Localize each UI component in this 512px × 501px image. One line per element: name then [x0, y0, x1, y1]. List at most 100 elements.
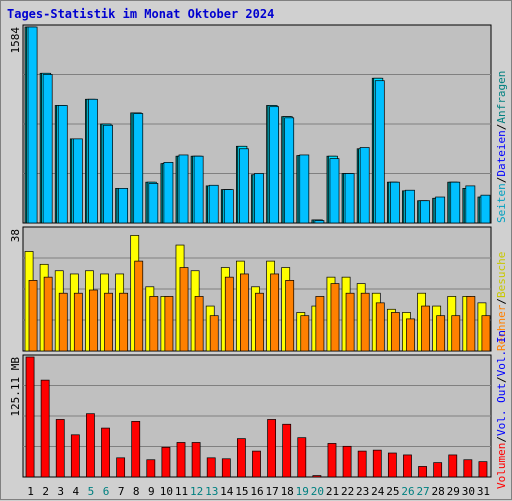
bar-rechner-day-7 [119, 292, 129, 352]
x-label-day-10: 10 [160, 485, 173, 498]
bar-volumen-day-12 [191, 442, 201, 478]
legend-top-seiten: Seiten [495, 183, 508, 223]
bar-seiten-day-24 [374, 80, 385, 224]
x-label-day-11: 11 [175, 485, 188, 498]
bar-rechner-day-30 [466, 296, 476, 352]
x-label-day-25: 25 [386, 485, 399, 498]
bar-rechner-day-15 [240, 273, 249, 352]
bar-rechner-day-1 [28, 280, 38, 352]
legend-mid: Rechner/Besuche [495, 252, 508, 351]
bar-seiten-day-11 [178, 154, 189, 224]
bar-seiten-day-15 [239, 148, 249, 224]
bar-rechner-day-18 [285, 280, 295, 352]
x-label-day-20: 20 [311, 485, 324, 498]
bar-volumen-day-25 [387, 452, 397, 478]
bar-rechner-day-27 [421, 305, 430, 352]
x-label-day-4: 4 [73, 485, 80, 498]
legend-top-anfragen: Anfragen [495, 71, 508, 124]
bar-rechner-day-23 [360, 292, 370, 352]
bar-volumen-day-22 [342, 445, 352, 478]
bar-volumen-day-20 [312, 475, 322, 478]
legend-mid-besuche: Besuche [495, 252, 508, 298]
chart-title: Tages-Statistik im Monat Oktober 2024 [7, 7, 275, 21]
bar-rechner-day-13 [209, 315, 219, 352]
bar-volumen-day-28 [433, 462, 443, 478]
bar-seiten-day-20 [314, 220, 325, 224]
bar-volumen-day-2 [40, 379, 50, 478]
bar-volumen-day-17 [267, 419, 276, 478]
x-label-day-22: 22 [341, 485, 354, 498]
bar-volumen-day-9 [146, 459, 156, 478]
x-label-day-19: 19 [296, 485, 309, 498]
bar-volumen-day-16 [252, 450, 261, 478]
bar-volumen-day-21 [327, 443, 337, 478]
bar-rechner-day-14 [224, 276, 234, 352]
bar-rechner-day-9 [149, 296, 159, 352]
x-label-day-12: 12 [190, 485, 203, 498]
legend-top-dateien: Dateien [495, 130, 508, 176]
bar-volumen-day-3 [55, 419, 65, 478]
bar-rechner-day-20 [315, 296, 325, 352]
bar-seiten-day-29 [450, 181, 461, 224]
bar-volumen-day-11 [176, 442, 186, 478]
bar-volumen-day-6 [101, 427, 110, 478]
bar-volumen-day-30 [463, 459, 473, 478]
bar-seiten-day-5 [88, 98, 98, 224]
bar-volumen-day-1 [25, 356, 35, 478]
x-label-day-21: 21 [326, 485, 339, 498]
bar-volumen-day-27 [418, 466, 427, 478]
bar-rechner-day-17 [270, 273, 279, 352]
bar-volumen-day-18 [282, 423, 292, 478]
x-label-day-29: 29 [447, 485, 460, 498]
legend-mid-rechner: Rechner [495, 304, 508, 351]
x-label-day-16: 16 [250, 485, 263, 498]
x-label-day-13: 13 [205, 485, 218, 498]
x-label-day-1: 1 [27, 485, 34, 498]
bar-volumen-day-15 [237, 438, 246, 478]
legend-top: Seiten/Dateien/Anfragen [495, 71, 508, 223]
bar-seiten-day-25 [389, 181, 400, 224]
bar-seiten-day-28 [435, 196, 446, 224]
legend-bot-volumen: Volumen [495, 443, 508, 489]
bar-seiten-day-2 [42, 74, 53, 224]
bar-seiten-day-8 [133, 113, 144, 224]
bar-seiten-day-1 [27, 26, 38, 224]
bar-rechner-day-2 [43, 276, 53, 352]
x-label-day-30: 30 [462, 485, 475, 498]
bar-rechner-day-6 [104, 292, 113, 352]
bar-volumen-day-10 [161, 446, 171, 478]
bar-seiten-day-7 [118, 188, 129, 224]
bar-rechner-day-28 [436, 315, 446, 352]
bar-seiten-day-21 [329, 158, 340, 224]
x-label-day-8: 8 [133, 485, 140, 498]
bar-seiten-day-27 [420, 200, 430, 224]
bar-seiten-day-6 [103, 124, 113, 224]
bar-volumen-day-14 [221, 458, 231, 478]
x-label-day-28: 28 [432, 485, 445, 498]
bar-rechner-day-26 [406, 318, 415, 352]
bar-rechner-day-3 [58, 292, 68, 352]
x-label-day-3: 3 [57, 485, 64, 498]
bar-rechner-day-5 [89, 289, 98, 352]
bar-rechner-day-12 [194, 296, 204, 352]
bar-volumen-day-5 [86, 413, 95, 478]
bar-volumen-day-13 [206, 457, 216, 478]
x-label-day-14: 14 [220, 485, 234, 498]
x-label-day-24: 24 [371, 485, 385, 498]
x-label-day-9: 9 [148, 485, 155, 498]
x-label-day-7: 7 [118, 485, 125, 498]
bar-volumen-day-24 [372, 449, 382, 478]
bar-seiten-day-12 [193, 155, 204, 224]
bar-seiten-day-13 [208, 184, 219, 224]
bar-rechner-day-29 [451, 315, 461, 352]
bar-seiten-day-19 [299, 154, 310, 224]
bar-seiten-day-14 [223, 189, 234, 224]
x-label-day-26: 26 [401, 485, 414, 498]
x-label-day-23: 23 [356, 485, 369, 498]
bar-seiten-day-18 [284, 117, 295, 224]
x-label-day-27: 27 [416, 485, 429, 498]
bar-rechner-day-10 [164, 296, 174, 352]
bar-seiten-day-10 [163, 162, 174, 224]
x-label-day-15: 15 [235, 485, 248, 498]
